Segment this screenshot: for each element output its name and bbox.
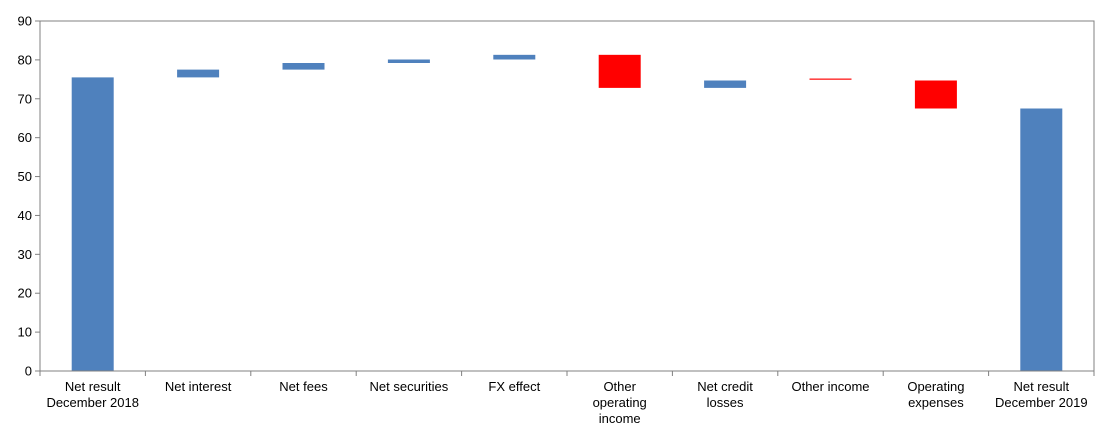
x-category-label: Net result December 2019 [995, 379, 1088, 410]
x-category-label: FX effect [488, 379, 540, 394]
bar-increase [493, 54, 536, 60]
x-category-label-line: losses [707, 395, 744, 410]
x-category-label-line: FX effect [488, 379, 540, 394]
x-category-label-line: Net securities [370, 379, 449, 394]
bar-increase [282, 63, 325, 70]
bar-decrease [809, 78, 852, 80]
x-category-label: Other operating income [593, 379, 647, 425]
bar-increase [177, 69, 220, 78]
x-category-label: Net result December 2018 [46, 379, 139, 410]
x-category-label-line: Net fees [279, 379, 328, 394]
bar-increase [387, 59, 430, 63]
x-category-label-line: December 2019 [995, 395, 1088, 410]
bar-decrease [598, 54, 641, 88]
x-category-label-line: expenses [908, 395, 964, 410]
y-tick-label: 30 [18, 247, 32, 262]
bar-increase [704, 80, 747, 88]
x-category-label-line: Operating [907, 379, 964, 394]
y-tick-label: 80 [18, 52, 32, 67]
bar-total [1020, 108, 1063, 371]
x-category-label: Net securities [370, 379, 449, 394]
bar-total [71, 77, 114, 371]
x-category-label-line: operating [593, 395, 647, 410]
x-category-label: Net interest [165, 379, 232, 394]
y-tick-label: 10 [18, 325, 32, 340]
x-category-label-line: Net result [1013, 379, 1069, 394]
y-tick-label: 60 [18, 130, 32, 145]
y-tick-label: 50 [18, 169, 32, 184]
y-tick-label: 20 [18, 286, 32, 301]
x-category-label-line: income [599, 411, 641, 425]
y-axis: 0 10 20 30 40 50 60 70 80 90 [18, 14, 41, 379]
x-category-label: Other income [791, 379, 869, 394]
x-category-label: Net credit losses [697, 379, 753, 410]
x-category-label-line: December 2018 [46, 395, 139, 410]
y-tick-label: 40 [18, 208, 32, 223]
x-category-label-line: Other income [791, 379, 869, 394]
y-tick-label: 90 [18, 14, 32, 29]
x-category-label-line: Other [603, 379, 636, 394]
x-category-label-line: Net credit [697, 379, 753, 394]
x-category-label: Operating expenses [907, 379, 964, 410]
y-tick-label: 0 [25, 364, 32, 379]
y-tick-label: 70 [18, 91, 32, 106]
x-category-label-line: Net result [65, 379, 121, 394]
x-category-label: Net fees [279, 379, 328, 394]
bar-decrease [914, 80, 957, 109]
bars [71, 54, 1063, 371]
x-category-label-line: Net interest [165, 379, 232, 394]
